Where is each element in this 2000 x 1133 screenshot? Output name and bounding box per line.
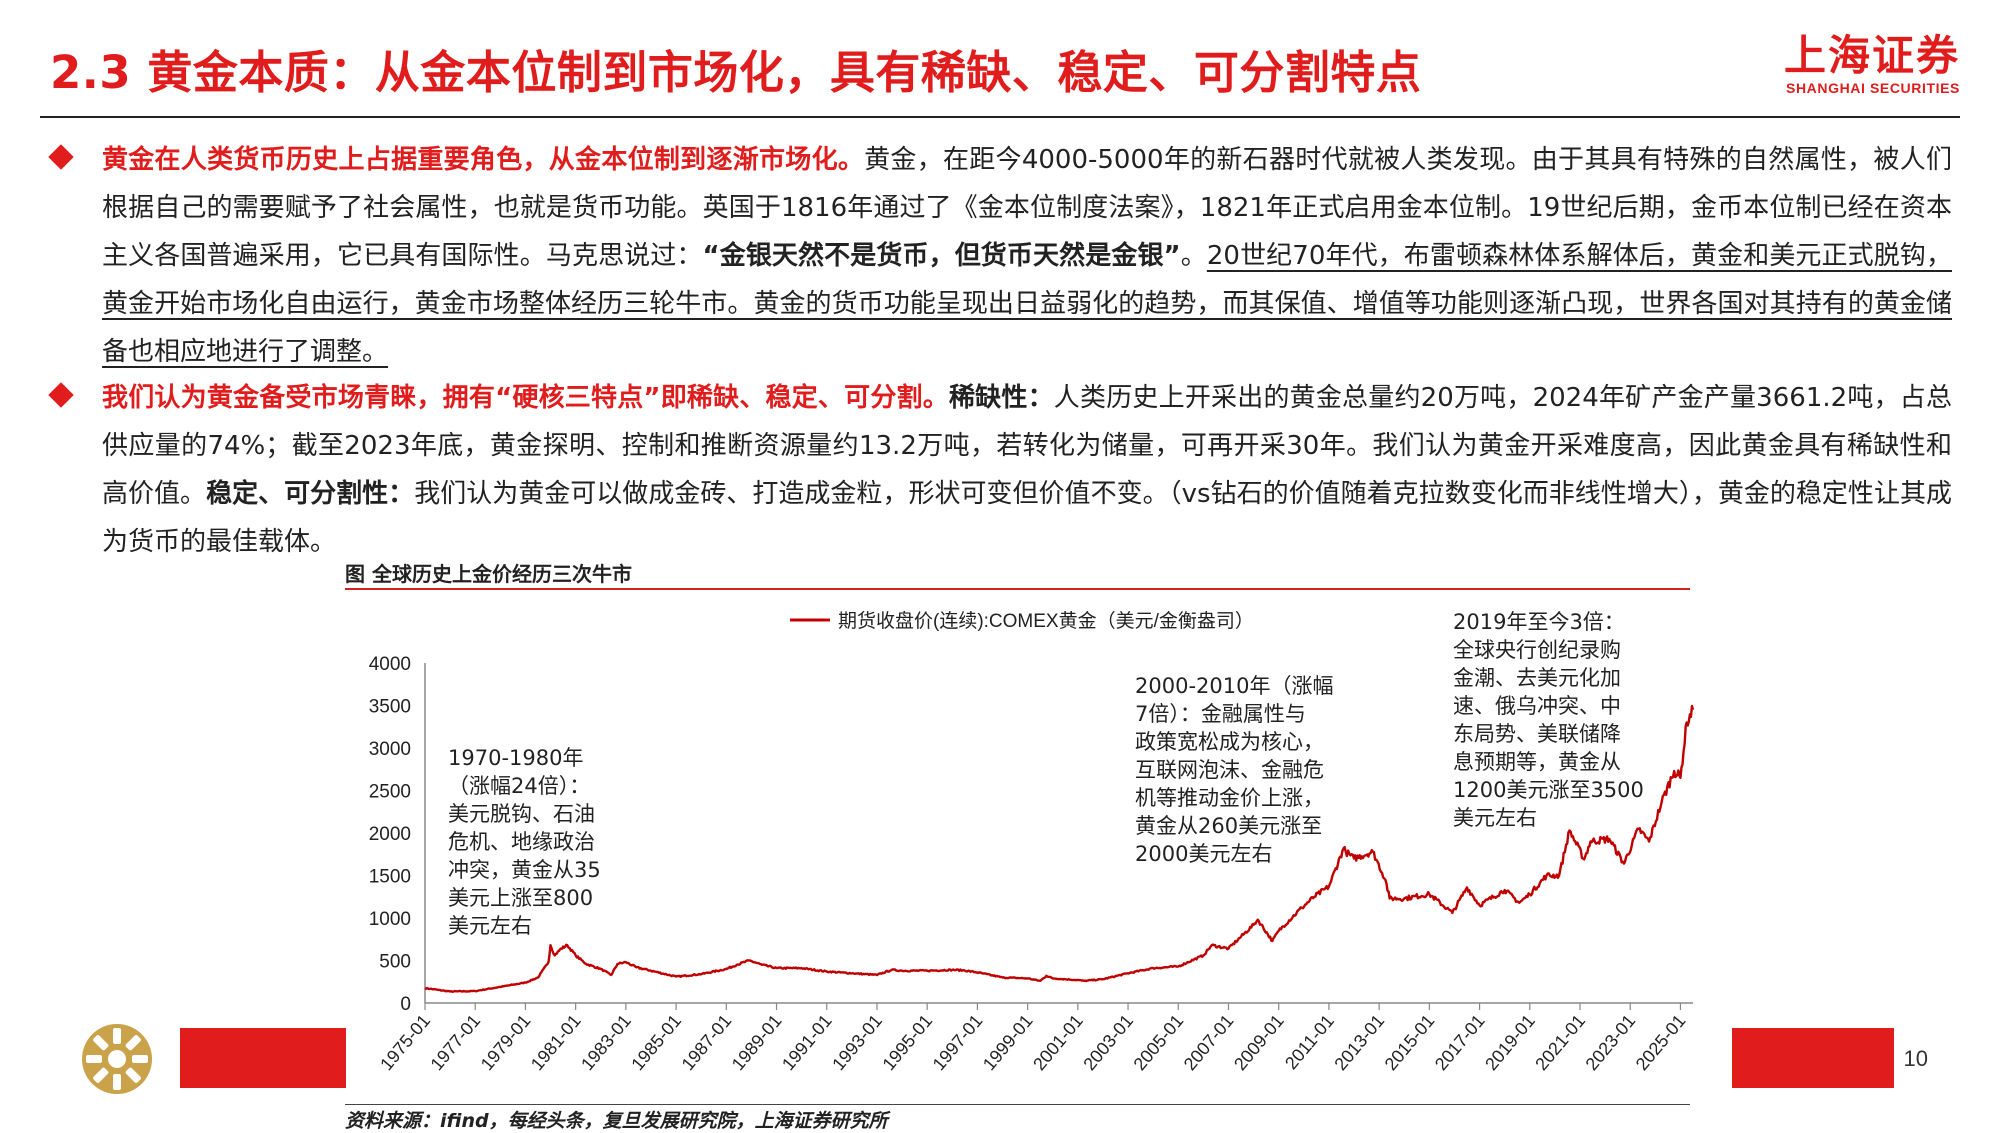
page-number: 10 [1903,1046,1928,1071]
annotation-line: 全球央行创纪录购 [1453,638,1621,662]
chart-legend: 期货收盘价(连续):COMEX黄金（美元/金衡盎司） [790,610,1254,632]
x-tick-label: 2017-01 [1431,1011,1489,1074]
y-tick-label: 500 [379,952,411,973]
logo-english: SHANGHAI SECURITIES [1786,80,1960,96]
bullet-1-text: 黄金在人类货币历史上占据重要角色，从金本位制到逐渐市场化。黄金，在距今4000-… [102,136,1952,376]
bullet-1-body: 黄金，在距今4000-5000年的新石器时代就被人类发现。由于其具有特殊的自然属… [102,145,1952,271]
x-tick-label: 1975-01 [376,1011,434,1074]
annotation-1970-1980: 1970-1980年 （涨幅24倍）： 美元脱钩、石油 危机、地缘政治 冲突，黄金从35… [448,744,601,940]
x-tick-label: 1983-01 [577,1011,635,1074]
x-tick-label: 2021-01 [1531,1011,1589,1074]
y-axis: 0 500 1000 1500 2000 2500 3000 3500 4000 [369,654,426,1015]
figure-rule [345,588,1690,590]
x-tick-label: 2001-01 [1029,1011,1087,1074]
x-tick-label: 1979-01 [477,1011,535,1074]
annotation-2019-now: 2019年至今3倍： 全球央行创纪录购 金潮、去美元化加 速、俄乌冲突、中 东局势、美联… [1453,608,1644,832]
y-tick-label: 3500 [369,697,411,718]
x-tick-label: 2013-01 [1330,1011,1388,1074]
annotation-2000-2010: 2000-2010年（涨幅 7倍）：金融属性与 政策宽松成为核心， 互联网泡沫、金融危… [1135,672,1333,868]
bullet-paragraph-1: 黄金在人类货币历史上占据重要角色，从金本位制到逐渐市场化。黄金，在距今4000-… [48,136,1952,376]
x-tick-label: 2003-01 [1079,1011,1137,1074]
annotation-line: 1970-1980年 [448,746,584,770]
stability-label: 稳定、可分割性： [206,479,415,509]
x-tick-label: 1995-01 [878,1011,936,1074]
x-tick-label: 2011-01 [1281,1011,1338,1073]
x-tick-label: 2007-01 [1180,1011,1238,1074]
x-tick-label: 2023-01 [1582,1011,1640,1074]
annotation-line: 7倍）：金融属性与 [1135,702,1306,726]
x-tick-label: 2025-01 [1632,1011,1690,1074]
bullet-1-underlined: 20世纪70年代，布雷顿森林体系解体后，黄金和美元正式脱钩，黄金开始市场化自由运… [102,241,1952,367]
x-tick-label: 2019-01 [1481,1011,1539,1074]
annotation-line: 机等推动金价上涨， [1135,786,1324,810]
annotation-line: 速、俄乌冲突、中 [1453,694,1621,718]
page-title: 2.3 黄金本质：从金本位制到市场化，具有稀缺、稳定、可分割特点 [50,46,1422,99]
x-tick-label: 1997-01 [929,1011,987,1074]
annotation-line: 互联网泡沫、金融危 [1135,758,1324,782]
bullet-2-lead: 我们认为黄金备受市场青睐，拥有“硬核三特点”即稀缺、稳定、可分割。 [102,383,949,413]
footer-red-block-left [180,1028,346,1088]
scarcity-label: 稀缺性： [948,383,1054,413]
bullet-1-lead: 黄金在人类货币历史上占据重要角色，从金本位制到逐渐市场化。 [102,145,865,175]
legend-label: 期货收盘价(连续):COMEX黄金（美元/金衡盎司） [838,610,1254,632]
y-tick-label: 2000 [369,824,411,845]
annotation-line: 黄金从260美元涨至 [1135,814,1323,838]
annotation-line: 政策宽松成为核心， [1135,730,1324,754]
annotation-line: 2000-2010年（涨幅 [1135,674,1334,698]
x-tick-label: 1981-01 [527,1011,585,1074]
annotation-line: 2000美元左右 [1135,842,1273,866]
bullet-1-body-2: 。 [1180,241,1207,271]
source-rule [345,1104,1690,1105]
y-tick-label: 0 [400,994,411,1015]
header-rule [40,116,1960,118]
x-tick-label: 1985-01 [627,1011,685,1074]
scarcity-text: 人类历史上开采出的黄金总量约20万吨，2024年矿产金产量3661.2吨，占总供… [102,383,1952,509]
source-note: 资料来源：ifind，每经头条，复旦发展研究院，上海证券研究所 [345,1110,888,1132]
annotation-line: 美元左右 [448,914,532,938]
annotation-line: 东局势、美联储降 [1453,722,1621,746]
x-tick-label: 1987-01 [678,1011,736,1074]
x-axis: 1975-011977-011979-011981-011983-011985-… [376,1002,1693,1074]
x-tick-label: 2005-01 [1130,1011,1188,1074]
annotation-line: 美元上涨至800 [448,886,594,910]
y-tick-label: 3000 [369,739,411,760]
x-tick-label: 1993-01 [828,1011,886,1074]
annotation-line: 危机、地缘政治 [448,830,595,854]
stability-text: 我们认为黄金可以做成金砖、打造成金粒，形状可变但价值不变。（vs钻石的价值随着克… [102,479,1952,557]
x-tick-label: 2015-01 [1381,1011,1439,1074]
bullet-1-quote: “金银天然不是货币，但货币天然是金银” [702,241,1181,271]
figure-title: 图 全球历史上金价经历三次牛市 [345,562,632,586]
y-tick-label: 1000 [369,909,411,930]
y-tick-label: 4000 [369,654,411,675]
logo-chinese: 上海证券 [1783,31,1960,80]
footer-logo-icon [82,1024,152,1094]
bullet-paragraph-2: 我们认为黄金备受市场青睐，拥有“硬核三特点”即稀缺、稳定、可分割。稀缺性：人类历… [48,374,1952,566]
annotation-line: 美元左右 [1453,806,1537,830]
bullet-2-text: 我们认为黄金备受市场青睐，拥有“硬核三特点”即稀缺、稳定、可分割。稀缺性：人类历… [102,374,1952,566]
annotation-line: 美元脱钩、石油 [448,802,595,826]
y-tick-label: 1500 [369,867,411,888]
annotation-line: 息预期等，黄金从 [1453,750,1621,774]
annotation-line: 金潮、去美元化加 [1453,666,1621,690]
x-tick-label: 1991-01 [778,1011,836,1074]
annotation-line: 冲突，黄金从35 [448,858,601,882]
annotation-line: （涨幅24倍）： [448,774,591,798]
x-tick-label: 1977-01 [426,1011,484,1074]
y-tick-label: 2500 [369,782,411,803]
logo: 上海证券 SHANGHAI SECURITIES [1783,31,1960,97]
annotation-line: 2019年至今3倍： [1453,610,1625,634]
annotation-line: 1200美元涨至3500 [1453,778,1644,802]
footer-red-block-right [1732,1028,1894,1088]
x-tick-label: 1989-01 [728,1011,786,1074]
x-tick-label: 2009-01 [1230,1011,1288,1074]
x-tick-label: 1999-01 [979,1011,1037,1074]
series-line-comex-gold [424,704,1695,993]
